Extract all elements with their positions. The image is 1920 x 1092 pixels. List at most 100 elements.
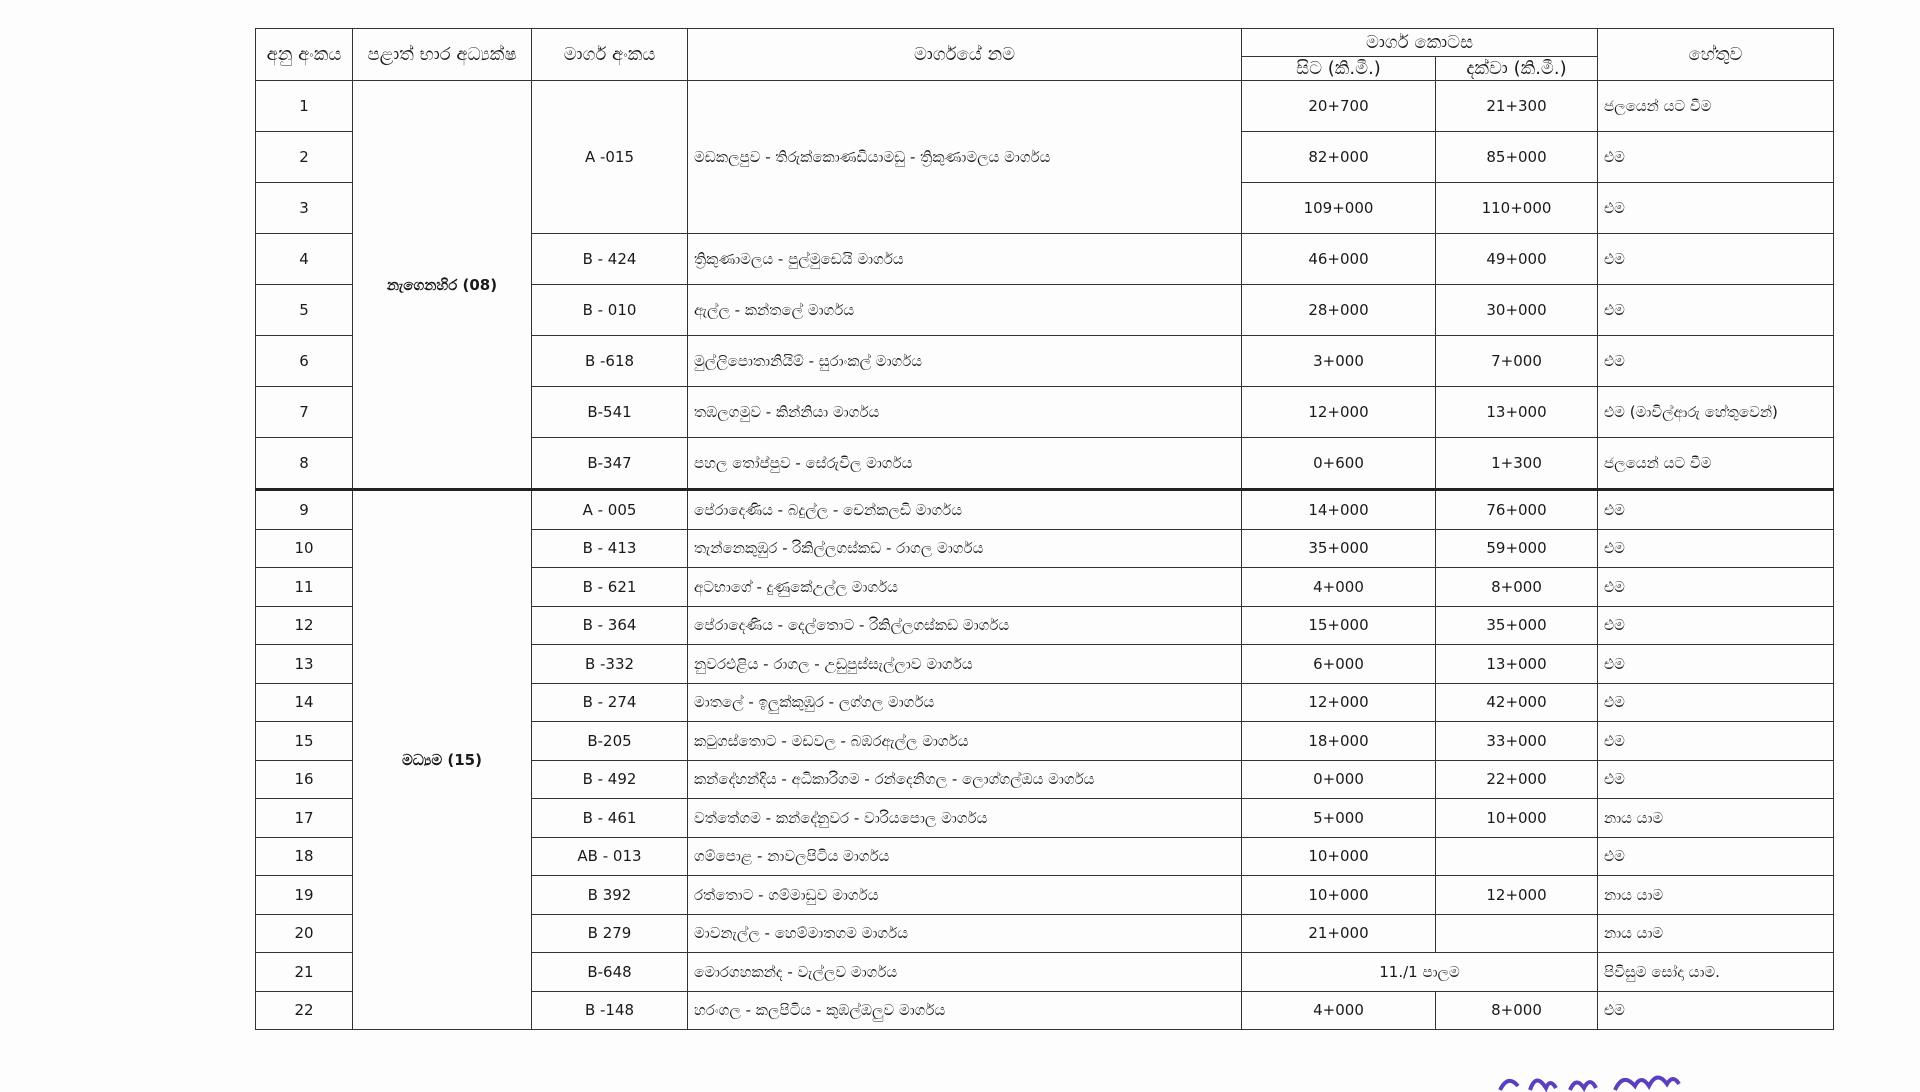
road-name-cell: තඹලගමුව - කින්නියා මාර්ගය [687, 386, 1242, 438]
serial-no-cell: 2 [255, 131, 353, 183]
to-km-cell: 30+000 [1434, 284, 1599, 336]
serial-no-cell: 18 [255, 836, 353, 876]
serial-no-cell: 14 [255, 682, 353, 722]
road-no-cell: A - 005 [531, 488, 688, 530]
serial-no-cell: 6 [255, 335, 353, 387]
to-km-cell: 1+300 [1434, 437, 1599, 490]
to-km-cell: 10+000 [1434, 798, 1599, 838]
reason-cell: එම [1597, 990, 1835, 1030]
road-no-cell: B - 621 [531, 567, 688, 607]
serial-no-cell: 13 [255, 644, 353, 684]
from-km-cell: 4+000 [1241, 567, 1436, 607]
header-from-km: සිට (කි.මී.) [1241, 56, 1436, 81]
table-row: 17 B - 461 වත්තේගම - කන්දේනුවර - වාරියපොල … [255, 798, 1835, 838]
to-km-cell: 13+000 [1434, 386, 1599, 438]
reason-cell: පිවිසුම සෝදා යාම. [1597, 952, 1835, 992]
reason-cell: නාය යාම [1597, 798, 1835, 838]
road-no-cell: B - 010 [531, 284, 688, 336]
reason-cell: එම [1597, 528, 1835, 568]
from-km-cell: 6+000 [1241, 644, 1436, 684]
serial-no-cell: 12 [255, 605, 353, 645]
road-name-cell: ත්‍රිකුණාමලය - පුල්මුඩෙයි මාර්ගය [687, 233, 1242, 285]
to-km-cell: 59+000 [1434, 528, 1599, 568]
serial-no-cell: 7 [255, 386, 353, 438]
reason-cell: එම [1597, 605, 1835, 645]
road-closure-table: අනු අංකය පළාත් භාර අධ්‍යක්ෂ මාර්ග අංකය ම… [255, 28, 1835, 1030]
serial-no-cell: 19 [255, 875, 353, 915]
province-director-cell: නැගෙනහිර (08) [352, 80, 532, 490]
to-km-cell: 76+000 [1434, 488, 1599, 530]
from-km-cell: 14+000 [1241, 488, 1436, 530]
to-km-cell: 21+300 [1434, 80, 1599, 132]
to-km-cell: 12+000 [1434, 875, 1599, 915]
province-director-cell: මධ්‍යම (15) [352, 488, 532, 1030]
road-name-cell: පහල තෝප්පුව - සේරුවිල මාර්ගය [687, 437, 1242, 490]
from-km-cell: 12+000 [1241, 386, 1436, 438]
to-km-cell: 42+000 [1434, 682, 1599, 722]
reason-cell: නාය යාම [1597, 875, 1835, 915]
road-name-cell: ගම්පොළ - නාවලපිටිය මාර්ගය [687, 836, 1242, 876]
table-row: 14 B - 274 මාතලේ - ඉලුක්කුඹුර - ලග්ගල මාර්… [255, 682, 1835, 722]
reason-cell: එම (මාවිල්ආරු හේතුවෙන්) [1597, 386, 1835, 438]
table-row: 6 B -618 මුල්ලිපොතානියිම් - සුරාංකල් මාර්ග… [255, 335, 1835, 387]
road-name-cell: අටභාගේ - දුණුකේඋල්ල මාර්ගය [687, 567, 1242, 607]
reason-cell: එම [1597, 721, 1835, 761]
reason-cell: එම [1597, 682, 1835, 722]
road-name-cell: ඇල්ල - කන්තලේ මාර්ගය [687, 284, 1242, 336]
road-no-cell: B - 413 [531, 528, 688, 568]
to-km-cell: 33+000 [1434, 721, 1599, 761]
reason-cell: එම [1597, 567, 1835, 607]
road-section-cell: 11./1 පාලම [1240, 952, 1599, 992]
to-km-cell: 85+000 [1434, 131, 1599, 183]
road-no-cell: B 392 [531, 875, 688, 915]
reason-cell: එම [1597, 131, 1835, 183]
road-name-cell: මාතලේ - ඉලුක්කුඹුර - ලග්ගල මාර්ගය [687, 682, 1242, 722]
serial-no-cell: 10 [255, 528, 353, 568]
road-no-cell: B - 492 [531, 759, 688, 799]
table-body: 1 නැගෙනහිර (08) A -015 මඩකලපුව - තිරුක්කොණඩ… [255, 80, 1835, 1030]
from-km-cell: 20+700 [1241, 80, 1436, 132]
header-reason: හේතුව [1597, 28, 1835, 81]
reason-cell: එම [1597, 759, 1835, 799]
road-no-cell: B - 461 [531, 798, 688, 838]
table-row: 4 B - 424 ත්‍රිකුණාමලය - පුල්මුඩෙයි මාර්ගය… [255, 233, 1835, 285]
reason-cell: එම [1597, 284, 1835, 336]
road-name-cell: මඩකලපුව - තිරුක්කොණඩියාමඩු - ත්‍රිකුණාමල… [687, 80, 1242, 234]
road-name-cell: පේරාදෙණිය - දෙල්තොට - රිකිල්ලගස්කඩ මාර්ග… [687, 605, 1242, 645]
from-km-cell: 4+000 [1241, 990, 1436, 1030]
reason-cell: ජලයෙන් යට වීම [1597, 437, 1835, 490]
to-km-cell: 13+000 [1434, 644, 1599, 684]
to-km-cell: 8+000 [1434, 990, 1599, 1030]
road-name-cell: මාවනැල්ල - හෙම්මාතගම මාර්ගය [687, 913, 1242, 953]
table-row: 15 B-205 කටුගස්තොට - මඩවල - බඹරඇල්ල මාර්ගය… [255, 721, 1835, 761]
serial-no-cell: 16 [255, 759, 353, 799]
from-km-cell: 0+000 [1241, 759, 1436, 799]
road-no-cell: B-205 [531, 721, 688, 761]
serial-no-cell: 20 [255, 913, 353, 953]
from-km-cell: 10+000 [1241, 836, 1436, 876]
road-no-cell: B 279 [531, 913, 688, 953]
table-row: 19 B 392 රත්තොට - ගම්මාඩුව මාර්ගය 10+000 12+… [255, 875, 1835, 915]
header-road-name: මාර්ගයේ නම [687, 28, 1242, 81]
table-row: 20 B 279 මාවනැල්ල - හෙම්මාතගම මාර්ගය 21+000… [255, 913, 1835, 953]
table-row: 11 B - 621 අටභාගේ - දුණුකේඋල්ල මාර්ගය 4+000… [255, 567, 1835, 607]
from-km-cell: 0+600 [1241, 437, 1436, 490]
reason-cell: ජලයෙන් යට වීම [1597, 80, 1835, 132]
road-no-cell: B -618 [531, 335, 688, 387]
table-row: 9 මධ්‍යම (15) A - 005 පේරාදෙණිය - බදුල්ල - … [255, 488, 1835, 1030]
serial-no-cell: 9 [255, 488, 353, 530]
road-no-cell: B-347 [531, 437, 688, 490]
table-row: 10 B - 413 තැන්නෙකුඹුර - රිකිල්ලගස්කඩ - රා… [255, 528, 1835, 568]
reason-cell: එම [1597, 488, 1835, 530]
from-km-cell: 109+000 [1241, 182, 1436, 234]
road-name-cell: මොරගහකන්ද - වැල්ලව මාර්ගය [687, 952, 1242, 992]
serial-no-cell: 3 [255, 182, 353, 234]
to-km-cell [1434, 913, 1599, 953]
table-row: 7 B-541 තඹලගමුව - කින්නියා මාර්ගය 12+000 13+… [255, 386, 1835, 438]
serial-no-cell: 15 [255, 721, 353, 761]
from-km-cell: 21+000 [1241, 913, 1436, 953]
road-name-cell: රත්තොට - ගම්මාඩුව මාර්ගය [687, 875, 1242, 915]
to-km-cell [1434, 836, 1599, 876]
road-name-cell: මුල්ලිපොතානියිම් - සුරාංකල් මාර්ගය [687, 335, 1242, 387]
road-name-cell: වත්තේගම - කන්දේනුවර - වාරියපොල මාර්ගය [687, 798, 1242, 838]
